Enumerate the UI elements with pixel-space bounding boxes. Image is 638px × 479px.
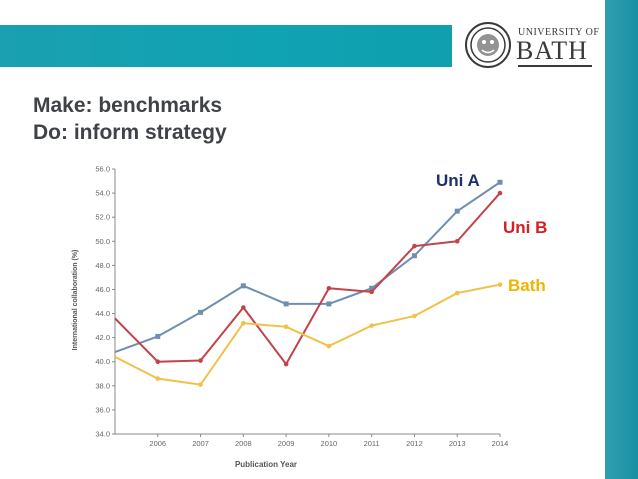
data-point-uni-a <box>240 283 246 289</box>
y-axis-label: International collaboration (%) <box>72 250 79 351</box>
data-point-bath <box>155 376 161 381</box>
data-point-bath <box>326 343 332 349</box>
x-tick-label: 2009 <box>278 439 295 448</box>
data-point-uni-b <box>155 359 161 365</box>
y-tick-label: 34.0 <box>95 430 110 439</box>
x-tick-label: 2012 <box>406 439 423 448</box>
x-tick-label: 2007 <box>192 439 209 448</box>
slide-heading: Make: benchmarks Do: inform strategy <box>33 92 227 146</box>
university-logo: UNIVERSITY OF BATH <box>464 21 599 71</box>
data-point-bath <box>369 323 374 328</box>
y-tick-label: 44.0 <box>95 309 110 318</box>
y-tick-label: 56.0 <box>95 165 110 174</box>
x-tick-label: 2014 <box>492 439 509 448</box>
data-point-uni-a <box>369 285 375 291</box>
side-bar <box>605 0 638 479</box>
data-point-bath <box>454 290 460 296</box>
data-point-uni-b <box>198 358 203 363</box>
data-point-bath <box>497 282 503 287</box>
data-point-uni-b <box>326 285 332 291</box>
y-tick-label: 38.0 <box>95 381 110 390</box>
data-point-uni-b <box>412 243 417 249</box>
x-tick-label: 2006 <box>149 439 166 448</box>
y-tick-label: 52.0 <box>95 213 110 222</box>
x-tick-label: 2013 <box>449 439 466 448</box>
data-point-bath <box>412 313 417 319</box>
series-label-uni-a: Uni A <box>436 171 480 190</box>
x-tick-label: 2011 <box>364 439 380 448</box>
data-point-uni-b <box>241 305 246 310</box>
heading-line2: Do: inform strategy <box>33 121 227 144</box>
data-point-uni-a <box>497 179 503 185</box>
heading-line1: Make: benchmarks <box>33 94 223 117</box>
y-tick-label: 48.0 <box>95 261 110 270</box>
y-tick-label: 50.0 <box>95 237 110 246</box>
series-label-bath: Bath <box>508 276 546 295</box>
y-tick-label: 46.0 <box>95 285 110 294</box>
data-point-uni-a <box>411 253 417 259</box>
y-tick-label: 40.0 <box>95 357 110 366</box>
data-point-uni-b <box>283 361 289 367</box>
data-point-uni-a <box>198 309 204 315</box>
chart-series-labels: Uni A Uni B Bath <box>436 171 547 295</box>
data-point-uni-a <box>326 301 332 307</box>
data-point-uni-a <box>283 301 289 307</box>
line-chart: 34.0 36.0 38.0 40.0 42.0 44.0 46.0 48.0 50.0 52.0… <box>72 165 547 470</box>
logo-line2: BATH <box>516 36 588 65</box>
x-axis-label: Publication Year <box>235 460 297 469</box>
chart-lines <box>114 179 503 387</box>
data-point-uni-a <box>155 333 161 339</box>
data-point-bath <box>241 320 246 326</box>
series-line-uni-a <box>114 181 501 354</box>
data-point-uni-a <box>454 208 460 214</box>
data-point-uni-b <box>454 238 460 244</box>
y-tick-label: 42.0 <box>95 333 110 342</box>
logo-rule <box>518 65 592 67</box>
header-band <box>0 25 452 67</box>
chart-ticks: 34.0 36.0 38.0 40.0 42.0 44.0 46.0 48.0 50.0 52.0… <box>95 165 508 449</box>
seal-icon <box>465 22 511 68</box>
data-point-bath <box>198 382 203 387</box>
y-tick-label: 36.0 <box>95 405 110 414</box>
y-tick-label: 54.0 <box>95 189 110 198</box>
data-point-bath <box>283 324 289 330</box>
data-point-uni-b <box>369 289 374 295</box>
series-line-uni-b <box>114 192 501 366</box>
x-tick-label: 2010 <box>321 439 338 448</box>
series-label-uni-b: Uni B <box>503 218 547 237</box>
x-tick-label: 2008 <box>235 439 252 448</box>
series-line-bath <box>114 283 501 386</box>
chart-axes <box>114 169 500 435</box>
data-point-uni-b <box>497 190 503 196</box>
logo-line1: UNIVERSITY OF <box>518 27 600 38</box>
